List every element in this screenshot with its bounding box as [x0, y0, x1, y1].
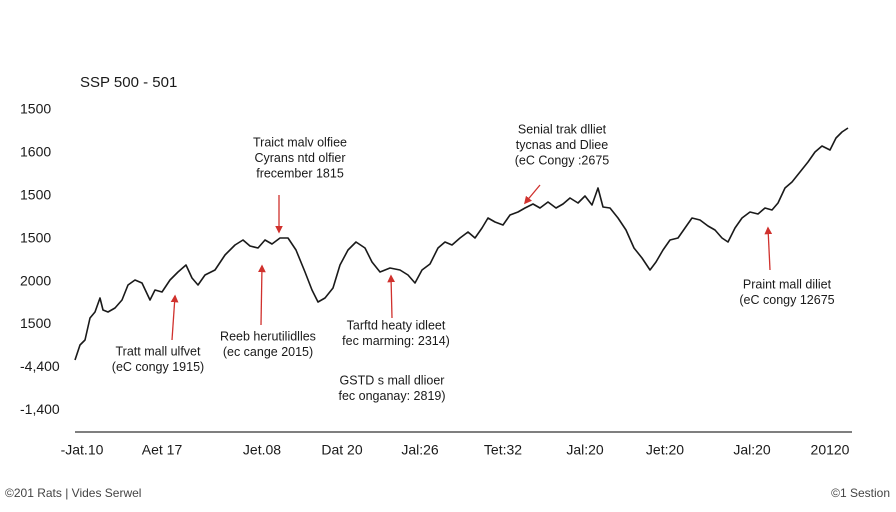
- annotation-text: Tratt mall ulfvet: [116, 344, 202, 358]
- x-axis-label: Jet:20: [646, 442, 684, 458]
- footer-right: ©1 Sestion: [831, 486, 890, 500]
- x-axis-label: Aet 17: [142, 442, 183, 458]
- x-axis-label: Jal:26: [401, 442, 439, 458]
- annotation-text: Senial trak dlliet: [518, 122, 607, 136]
- x-axis-label: Dat 20: [321, 442, 362, 458]
- annotation-text: (eC congy 1915): [112, 360, 204, 374]
- annotation-text: Cyrans ntd olfier: [254, 151, 345, 165]
- annotation-arrow: [170, 294, 179, 341]
- x-axis-label: Jet.08: [243, 442, 281, 458]
- annotation-text: Traict malv olfiee: [253, 135, 347, 149]
- annotation-arrow: [387, 274, 396, 319]
- annotation-text: frecember 1815: [256, 166, 344, 180]
- y-axis-label: 1500: [20, 101, 51, 117]
- y-axis-label: 1600: [20, 144, 51, 160]
- price-line: [74, 127, 849, 361]
- y-axis-label: 1500: [20, 187, 51, 203]
- annotation-text: (eC congy 12675: [739, 293, 834, 307]
- x-axis-label: Jal:20: [733, 442, 771, 458]
- annotation-arrow: [764, 226, 773, 271]
- chart-title: SSP 500 - 501: [80, 74, 177, 91]
- annotation-text: (eC Congy :2675: [515, 153, 610, 167]
- y-axis-label: -1,400: [20, 401, 60, 417]
- annotation-text: fec marming: 2314): [342, 334, 450, 348]
- x-axis-label: -Jat.10: [61, 442, 104, 458]
- annotation-text: Praint mall diliet: [743, 277, 832, 291]
- footer-left: ©201 Rats | Vides Serwel: [5, 486, 141, 500]
- x-axis-label: 20120: [811, 442, 850, 458]
- annotation-text: GSTD s mall dlioer: [340, 373, 445, 387]
- annotation-text: Reeb herutilidlles: [220, 329, 316, 343]
- annotation-text: fec onganay: 2819): [338, 389, 445, 403]
- annotation-text: Tarftd heaty idleet: [347, 318, 446, 332]
- y-axis-label: -4,400: [20, 358, 60, 374]
- y-axis-label: 1500: [20, 229, 51, 245]
- annotation-text: (ec cange 2015): [223, 345, 313, 359]
- x-axis-label: Jal:20: [566, 442, 604, 458]
- y-axis-label: 1500: [20, 315, 51, 331]
- x-axis-label: Tet:32: [484, 442, 522, 458]
- y-axis-label: 2000: [20, 272, 51, 288]
- annotation-text: tycnas and Dliee: [516, 138, 608, 152]
- annotation-arrow: [257, 264, 266, 326]
- annotation-arrow: [524, 184, 541, 205]
